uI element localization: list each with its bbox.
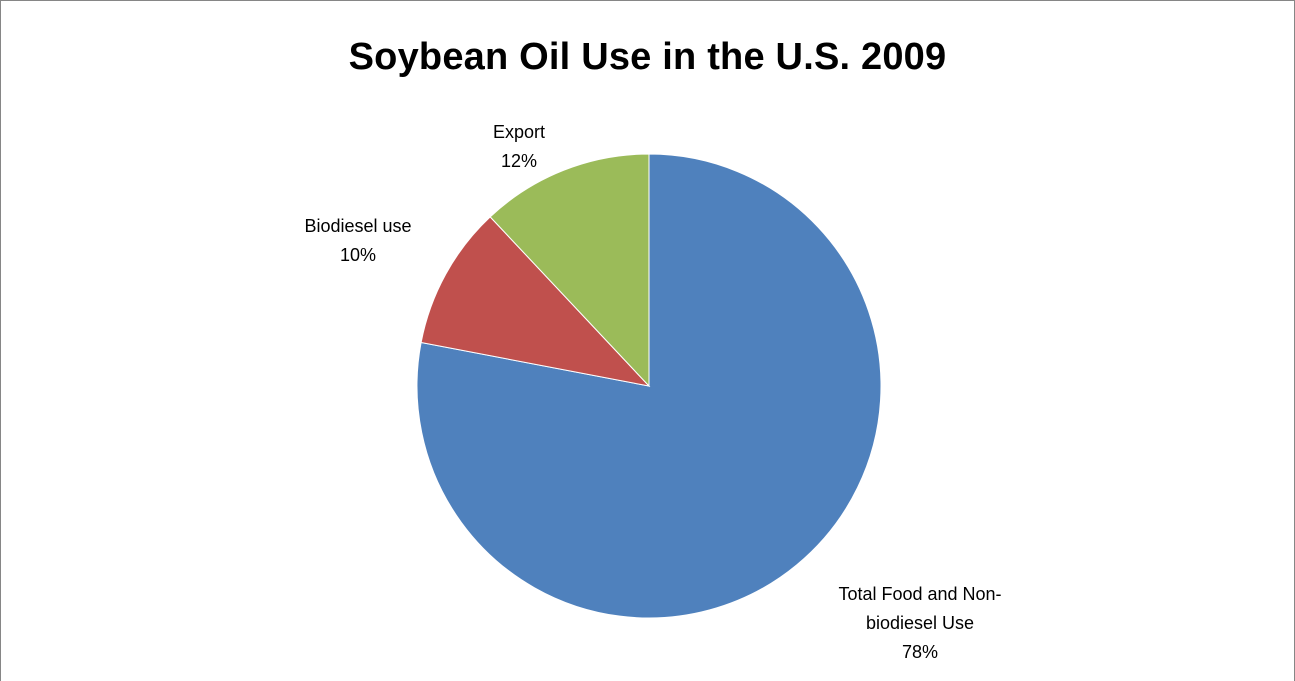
slice-label-name-line: Total Food and Non- [790, 580, 1050, 609]
slice-label-export: Export 12% [459, 118, 579, 176]
slice-label-name-line: biodiesel Use [790, 609, 1050, 638]
slice-label-name-line: Export [459, 118, 579, 147]
slice-label-percent: 12% [459, 147, 579, 176]
slice-label-biodiesel: Biodiesel use 10% [258, 212, 458, 270]
slice-label-percent: 10% [258, 241, 458, 270]
slice-label-percent: 78% [790, 638, 1050, 667]
slice-label-name-line: Biodiesel use [258, 212, 458, 241]
slice-label-total-food: Total Food and Non- biodiesel Use 78% [790, 580, 1050, 667]
